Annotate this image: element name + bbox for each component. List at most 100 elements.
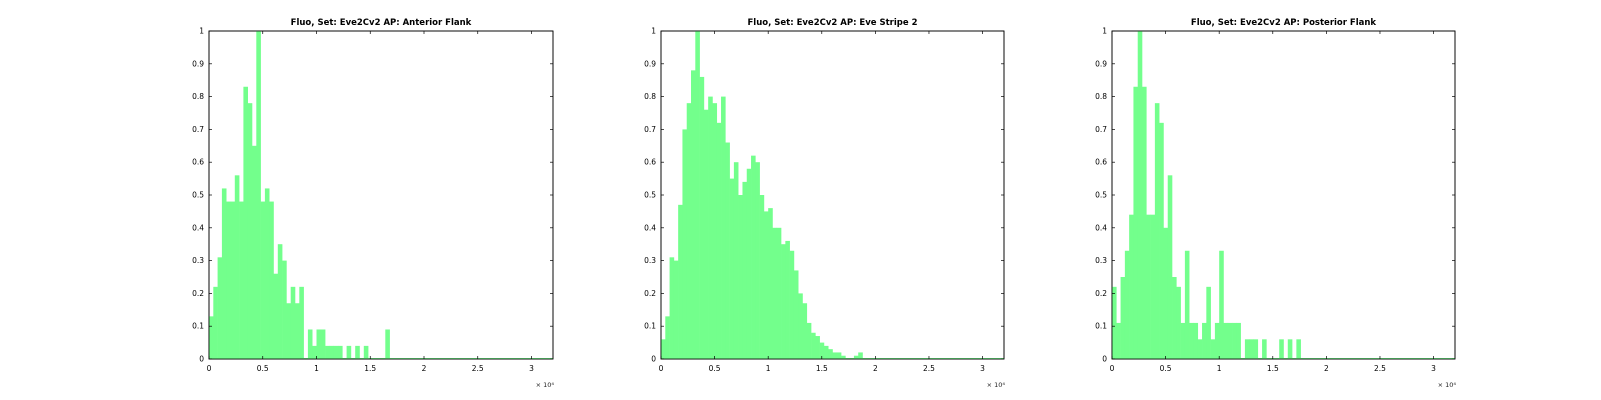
histogram-bar bbox=[661, 339, 666, 359]
histogram-bar bbox=[1279, 339, 1284, 359]
histogram-bar bbox=[385, 329, 390, 359]
histogram-bar bbox=[338, 345, 343, 359]
histogram-bar bbox=[1249, 339, 1254, 359]
histogram-bar bbox=[329, 345, 334, 359]
y-tick-label: 0.4 bbox=[1095, 223, 1107, 232]
histogram-bar bbox=[277, 244, 283, 359]
y-tick-label: 0 bbox=[1102, 355, 1107, 364]
histogram-bar bbox=[746, 168, 752, 359]
y-tick-label: 0.5 bbox=[1095, 191, 1107, 200]
histogram-bar bbox=[841, 355, 846, 359]
x-tick-label: 2.5 bbox=[1374, 364, 1386, 373]
y-tick-label: 0.7 bbox=[644, 125, 656, 134]
histogram-bar bbox=[243, 86, 248, 359]
x-tick-label: 0.5 bbox=[257, 364, 269, 373]
histogram-bar bbox=[858, 352, 863, 359]
histogram-bar bbox=[290, 286, 296, 359]
histogram-bar bbox=[823, 345, 829, 359]
y-tick-label: 0.9 bbox=[192, 59, 204, 68]
histogram-bar bbox=[363, 345, 369, 359]
y-tick-label: 0.1 bbox=[192, 322, 204, 331]
histogram-bar bbox=[260, 201, 266, 359]
chart-title: Fluo, Set: Eve2Cv2 AP: Posterior Flank bbox=[1191, 18, 1377, 28]
histogram-bar bbox=[282, 260, 287, 359]
histogram-bar bbox=[1133, 86, 1139, 359]
histogram-bar bbox=[1262, 339, 1267, 359]
histogram-panel-posterior-flank: 0 0.1 0.2 0.3 0.4 0.5 0.6 0.7 0.8 0.9 1 0 0.5 1 1.5 2 2.… bbox=[1095, 18, 1456, 389]
x-axis-exponent-label: × 10⁴ bbox=[536, 381, 555, 389]
histogram-bar bbox=[1236, 322, 1241, 359]
histogram-bar bbox=[1223, 322, 1229, 359]
histogram-panel-eve-stripe-2: 0 0.1 0.2 0.3 0.4 0.5 0.6 0.7 0.8 0.9 1 0 0.5 1 1.5 2 2.… bbox=[644, 18, 1005, 389]
histogram-bar bbox=[1206, 286, 1211, 359]
x-tick-label: 2 bbox=[1324, 364, 1329, 373]
histogram-bar bbox=[1163, 227, 1169, 359]
histogram-bar bbox=[333, 345, 339, 359]
histogram-bar bbox=[209, 316, 214, 359]
histogram-bar bbox=[1193, 322, 1199, 359]
x-tick-label: 3 bbox=[1431, 364, 1436, 373]
histogram-bar bbox=[273, 273, 279, 359]
histogram-bar bbox=[811, 332, 816, 359]
histogram-bar bbox=[247, 103, 253, 359]
y-tick-label: 1 bbox=[199, 27, 204, 36]
histogram-bar bbox=[721, 96, 726, 359]
histogram-bar bbox=[307, 329, 313, 359]
histogram-bar bbox=[1154, 103, 1160, 359]
x-tick-label: 0 bbox=[1110, 364, 1115, 373]
histogram-bar bbox=[217, 257, 223, 359]
y-tick-label: 0.2 bbox=[192, 289, 204, 298]
histogram-bar bbox=[695, 31, 700, 359]
histogram-bar bbox=[789, 250, 795, 359]
histogram-bar bbox=[1253, 339, 1259, 359]
y-tick-label: 0.8 bbox=[1095, 92, 1107, 101]
x-tick-label: 0.5 bbox=[1160, 364, 1172, 373]
x-tick-label: 1 bbox=[314, 364, 319, 373]
y-tick-label: 0.2 bbox=[1095, 289, 1107, 298]
y-tick-label: 0.6 bbox=[1095, 158, 1107, 167]
histogram-bar bbox=[776, 227, 782, 359]
histogram-bar bbox=[1219, 250, 1224, 359]
histogram-bar bbox=[686, 103, 692, 359]
histogram-bar bbox=[230, 201, 236, 359]
y-tick-label: 0.2 bbox=[644, 289, 656, 298]
histogram-bar bbox=[678, 204, 683, 359]
y-tick-label: 0.6 bbox=[192, 158, 204, 167]
histogram-bar bbox=[226, 201, 231, 359]
histogram-bar bbox=[815, 336, 820, 359]
x-tick-label: 1.5 bbox=[1267, 364, 1279, 373]
histogram-bar bbox=[806, 322, 812, 359]
x-tick-label: 2.5 bbox=[472, 364, 484, 373]
x-tick-label: 2.5 bbox=[923, 364, 935, 373]
x-tick-label: 0.5 bbox=[709, 364, 721, 373]
histogram-bar bbox=[1244, 339, 1250, 359]
histogram-bar bbox=[299, 286, 304, 359]
x-tick-label: 2 bbox=[422, 364, 427, 373]
histogram-bar bbox=[738, 195, 743, 359]
y-tick-label: 0.6 bbox=[644, 158, 656, 167]
histogram-bar bbox=[295, 303, 300, 359]
y-tick-label: 0 bbox=[199, 355, 204, 364]
histogram-bar bbox=[793, 270, 799, 359]
chart-title: Fluo, Set: Eve2Cv2 AP: Eve Stripe 2 bbox=[747, 18, 917, 28]
histogram-bar bbox=[320, 329, 326, 359]
histogram-bar bbox=[286, 303, 291, 359]
histogram-bar bbox=[763, 211, 769, 359]
y-tick-label: 0.3 bbox=[644, 256, 656, 265]
x-tick-label: 1 bbox=[1217, 364, 1222, 373]
x-tick-label: 3 bbox=[980, 364, 985, 373]
histogram-bar bbox=[1172, 277, 1177, 359]
y-tick-label: 0.5 bbox=[192, 191, 204, 200]
histogram-bar bbox=[729, 178, 735, 359]
histogram-bar bbox=[1137, 31, 1143, 359]
histogram-bar bbox=[1116, 322, 1121, 359]
histogram-bar bbox=[785, 240, 790, 359]
histogram-bar bbox=[1197, 339, 1203, 359]
histogram-bar bbox=[264, 188, 270, 359]
histogram-bar bbox=[269, 201, 274, 359]
histogram-bar bbox=[325, 345, 330, 359]
histogram-bar bbox=[346, 345, 352, 359]
histogram-bar bbox=[802, 303, 808, 359]
y-tick-label: 0.9 bbox=[644, 59, 656, 68]
histogram-bar bbox=[733, 162, 739, 359]
